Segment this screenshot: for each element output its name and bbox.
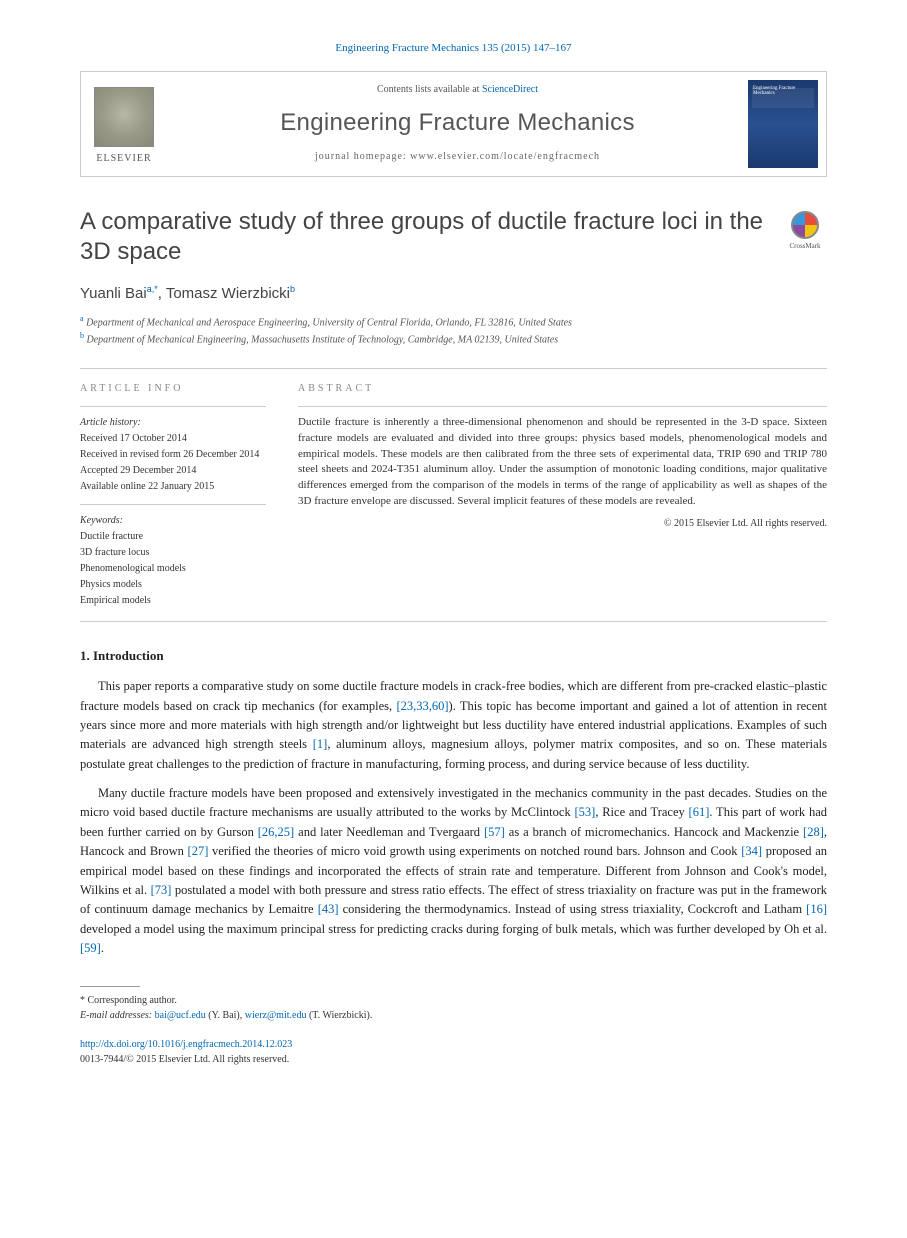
email-1-who: (Y. Bai),	[206, 1010, 245, 1021]
history-received: Received 17 October 2014	[80, 431, 266, 446]
journal-name: Engineering Fracture Mechanics	[175, 105, 740, 141]
p2-text-l: .	[101, 941, 104, 955]
title-row: A comparative study of three groups of d…	[80, 207, 827, 283]
keyword: Empirical models	[80, 593, 266, 608]
p2-text-e: as a branch of micromechanics. Hancock a…	[505, 825, 803, 839]
citation-ref[interactable]: [26,25]	[258, 825, 294, 839]
citation-ref[interactable]: [53]	[574, 805, 595, 819]
author-2-name: Tomasz Wierzbicki	[166, 285, 290, 302]
article-history-label: Article history:	[80, 415, 266, 430]
journal-header: ELSEVIER Contents lists available at Sci…	[80, 71, 827, 177]
article-info-heading: ARTICLE INFO	[80, 381, 266, 396]
contents-available-line: Contents lists available at ScienceDirec…	[175, 82, 740, 97]
p2-text-g: verified the theories of micro void grow…	[208, 844, 741, 858]
abstract-text: Ductile fracture is inherently a three-d…	[298, 415, 827, 511]
affiliation-a-text: Department of Mechanical and Aerospace E…	[86, 317, 572, 328]
crossmark-label: CrossMark	[789, 241, 820, 252]
citation-ref[interactable]: [73]	[151, 883, 172, 897]
email-footnote: E-mail addresses: bai@ucf.edu (Y. Bai), …	[80, 1008, 827, 1023]
section-1-title: 1. Introduction	[80, 646, 827, 666]
author-email-2[interactable]: wierz@mit.edu	[245, 1010, 307, 1021]
affiliation-b-text: Department of Mechanical Engineering, Ma…	[87, 335, 559, 346]
email-2-who: (T. Wierzbicki).	[306, 1010, 372, 1021]
corresponding-author-note: * Corresponding author.	[80, 993, 827, 1008]
p2-text-d: and later Needleman and Tvergaard	[294, 825, 484, 839]
author-1-affil-marker: a,*	[147, 284, 158, 294]
citation-ref[interactable]: [59]	[80, 941, 101, 955]
citation-ref[interactable]: [57]	[484, 825, 505, 839]
citation-ref[interactable]: [27]	[188, 844, 209, 858]
sciencedirect-link[interactable]: ScienceDirect	[482, 84, 538, 95]
header-center: Contents lists available at ScienceDirec…	[167, 72, 748, 176]
citation-ref[interactable]: [28]	[803, 825, 824, 839]
author-1-name: Yuanli Bai	[80, 285, 147, 302]
citation-ref[interactable]: [34]	[741, 844, 762, 858]
keyword: Physics models	[80, 577, 266, 592]
doi-link[interactable]: http://dx.doi.org/10.1016/j.engfracmech.…	[80, 1037, 827, 1052]
p2-text-k: developed a model using the maximum prin…	[80, 922, 827, 936]
affiliation-b: b Department of Mechanical Engineering, …	[80, 330, 827, 347]
citation-ref[interactable]: [43]	[318, 902, 339, 916]
history-accepted: Accepted 29 December 2014	[80, 463, 266, 478]
p2-text-j: considering the thermodynamics. Instead …	[339, 902, 807, 916]
article-title: A comparative study of three groups of d…	[80, 207, 767, 267]
history-online: Available online 22 January 2015	[80, 479, 266, 494]
abstract-copyright: © 2015 Elsevier Ltd. All rights reserved…	[298, 516, 827, 531]
page: Engineering Fracture Mechanics 135 (2015…	[0, 0, 907, 1107]
abstract-heading: ABSTRACT	[298, 381, 827, 396]
crossmark-badge[interactable]: CrossMark	[783, 211, 827, 252]
homepage-prefix: journal homepage:	[315, 151, 410, 162]
cover-label: Engineering Fracture Mechanics	[753, 86, 813, 97]
journal-cover-thumbnail: Engineering Fracture Mechanics	[748, 80, 818, 168]
publisher-name: ELSEVIER	[96, 151, 151, 166]
keywords-label: Keywords:	[80, 513, 266, 528]
homepage-url[interactable]: www.elsevier.com/locate/engfracmech	[410, 151, 600, 162]
top-citation: Engineering Fracture Mechanics 135 (2015…	[80, 40, 827, 57]
contents-prefix: Contents lists available at	[377, 84, 482, 95]
affiliations: a Department of Mechanical and Aerospace…	[80, 313, 827, 348]
intro-para-2: Many ductile fracture models have been p…	[80, 784, 827, 958]
history-revised: Received in revised form 26 December 201…	[80, 447, 266, 462]
keyword: Phenomenological models	[80, 561, 266, 576]
issn-copyright: 0013-7944/© 2015 Elsevier Ltd. All right…	[80, 1052, 827, 1067]
citation-ref[interactable]: [16]	[806, 902, 827, 916]
article-info-column: ARTICLE INFO Article history: Received 1…	[80, 369, 280, 621]
journal-homepage: journal homepage: www.elsevier.com/locat…	[175, 149, 740, 164]
citation-ref[interactable]: [61]	[689, 805, 710, 819]
keyword: Ductile fracture	[80, 529, 266, 544]
elsevier-tree-icon	[94, 87, 154, 147]
intro-para-1: This paper reports a comparative study o…	[80, 677, 827, 774]
citation-ref[interactable]: [23,33,60]	[396, 699, 448, 713]
article-meta-row: ARTICLE INFO Article history: Received 1…	[80, 368, 827, 622]
footnote-separator	[80, 986, 140, 987]
abstract-column: ABSTRACT Ductile fracture is inherently …	[280, 369, 827, 621]
affiliation-a: a Department of Mechanical and Aerospace…	[80, 313, 827, 330]
author-list: Yuanli Baia,*, Tomasz Wierzbickib	[80, 283, 827, 306]
keyword: 3D fracture locus	[80, 545, 266, 560]
email-label: E-mail addresses:	[80, 1010, 155, 1021]
author-2-affil-marker: b	[290, 284, 295, 294]
crossmark-icon	[791, 211, 819, 239]
publisher-logo: ELSEVIER	[81, 72, 167, 176]
citation-ref[interactable]: [1]	[313, 737, 328, 751]
p2-text-b: , Rice and Tracey	[595, 805, 688, 819]
author-email-1[interactable]: bai@ucf.edu	[155, 1010, 206, 1021]
